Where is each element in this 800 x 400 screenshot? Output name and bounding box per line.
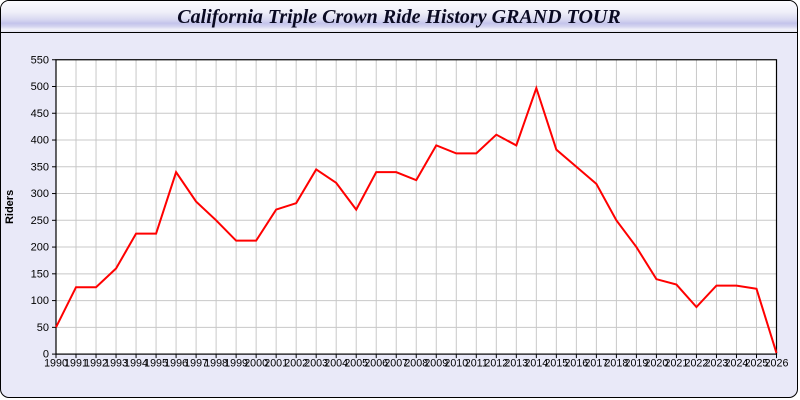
- svg-text:350: 350: [31, 161, 49, 173]
- svg-text:400: 400: [31, 135, 49, 147]
- svg-text:250: 250: [31, 215, 49, 227]
- svg-text:300: 300: [31, 188, 49, 200]
- svg-text:100: 100: [31, 295, 49, 307]
- svg-text:Riders: Riders: [4, 190, 16, 224]
- svg-text:2026: 2026: [765, 358, 789, 370]
- svg-text:150: 150: [31, 268, 49, 280]
- svg-text:50: 50: [37, 322, 49, 334]
- svg-text:200: 200: [31, 242, 49, 254]
- svg-text:500: 500: [31, 81, 49, 93]
- svg-text:550: 550: [31, 54, 49, 66]
- svg-text:450: 450: [31, 108, 49, 120]
